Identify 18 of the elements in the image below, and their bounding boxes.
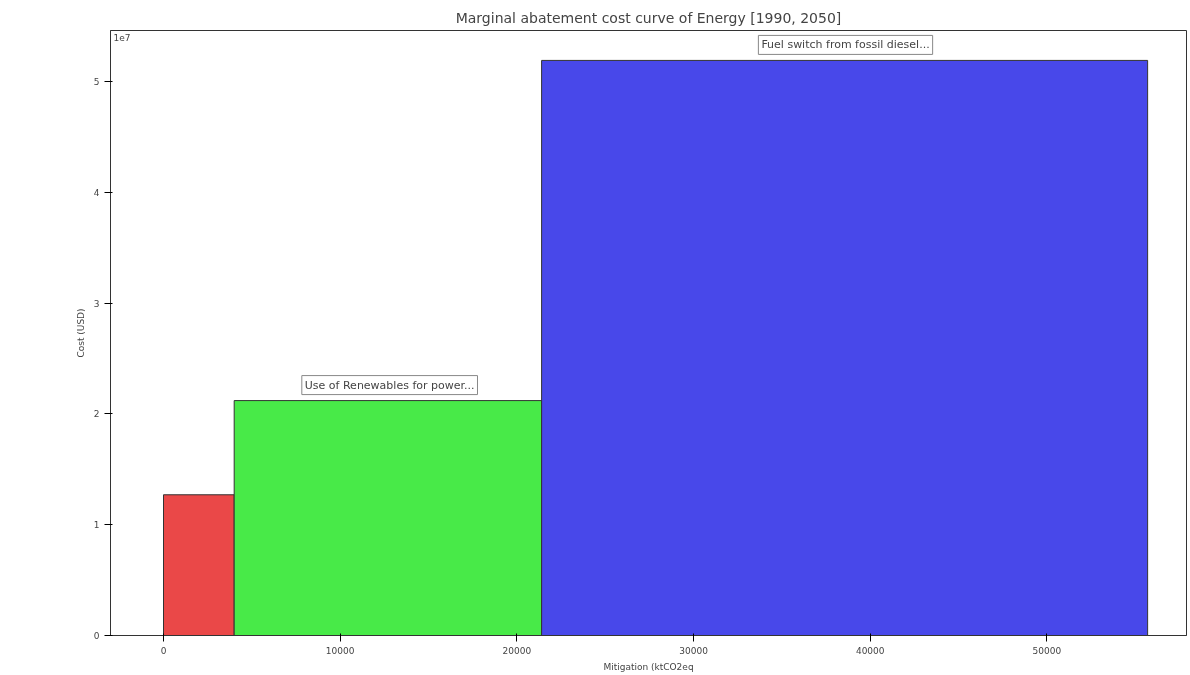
x-tick-label: 50000 xyxy=(1032,645,1062,656)
y-tick-label: 5 xyxy=(93,76,100,87)
y-tick-label: 3 xyxy=(93,298,100,309)
y-tick-label: 2 xyxy=(93,409,100,420)
annotation: Use of Renewables for power... xyxy=(304,378,475,392)
chart-title: Marginal abatement cost curve of Energy [1990, 2050] xyxy=(455,9,842,26)
y-axis-title: Cost (USD) xyxy=(75,308,86,358)
x-tick-label: 20000 xyxy=(502,645,532,656)
y-tick-label: 1 xyxy=(93,520,100,531)
x-tick-label: 40000 xyxy=(855,645,885,656)
x-tick-label: 10000 xyxy=(325,645,355,656)
x-axis-title: Mitigation (ktCO2eq xyxy=(603,661,694,672)
x-tick-label: 30000 xyxy=(679,645,709,656)
annotation: Fuel switch from fossil diesel... xyxy=(761,38,930,52)
y-tick-label: 0 xyxy=(93,631,100,641)
x-tick-label: 0 xyxy=(160,645,167,656)
annotation: 1e7 xyxy=(113,32,131,43)
y-tick-label: 4 xyxy=(93,187,100,198)
